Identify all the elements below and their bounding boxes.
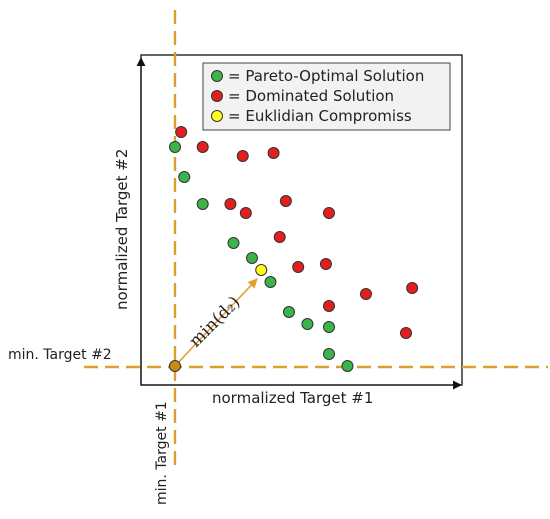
legend-dominated-label: = Dominated Solution (228, 87, 394, 105)
dominated-point (273, 231, 286, 243)
legend-compromise-marker (211, 110, 223, 122)
dominated-point (406, 282, 419, 294)
pareto-point (264, 276, 277, 288)
compromise-point (255, 264, 268, 276)
pareto-point (301, 318, 314, 330)
dominated-point (236, 150, 249, 162)
dominated-point (196, 141, 209, 153)
dominated-point (279, 195, 292, 207)
pareto-point (196, 198, 209, 210)
distance-label: min(d₂) (185, 293, 244, 352)
dominated-point (224, 198, 237, 210)
x-axis-label: normalized Target #1 (212, 389, 373, 407)
distance-arrow (174, 278, 258, 367)
pareto-point (169, 141, 181, 153)
pareto-point (178, 171, 191, 183)
legend-pareto-label: = Pareto-Optimal Solution (228, 67, 424, 85)
dominated-point (319, 258, 332, 270)
y-axis-label: normalized Target #2 (113, 149, 131, 310)
dominated-point (323, 207, 335, 219)
pareto-point (341, 360, 354, 372)
pareto-point (227, 237, 240, 249)
pareto-point (323, 321, 335, 333)
pareto-point (282, 306, 295, 318)
legend-box (202, 62, 451, 131)
pareto-point (323, 348, 335, 360)
legend-pareto-marker (211, 70, 223, 82)
data-points (169, 126, 419, 372)
min-target1-label: min. Target #1 (154, 401, 170, 505)
dominated-point (323, 300, 335, 312)
pareto-point (246, 252, 258, 264)
dominated-point (292, 261, 305, 273)
dominated-point (400, 327, 412, 339)
legend-compromise-label: = Euklidian Compromiss (228, 107, 412, 125)
dominated-point (175, 126, 188, 138)
dominated-point (239, 207, 252, 219)
ideal-point (169, 360, 181, 372)
dominated-point (267, 147, 280, 159)
legend-dominated-marker (211, 90, 223, 102)
min-target2-label: min. Target #2 (8, 347, 112, 363)
dominated-point (359, 288, 372, 300)
